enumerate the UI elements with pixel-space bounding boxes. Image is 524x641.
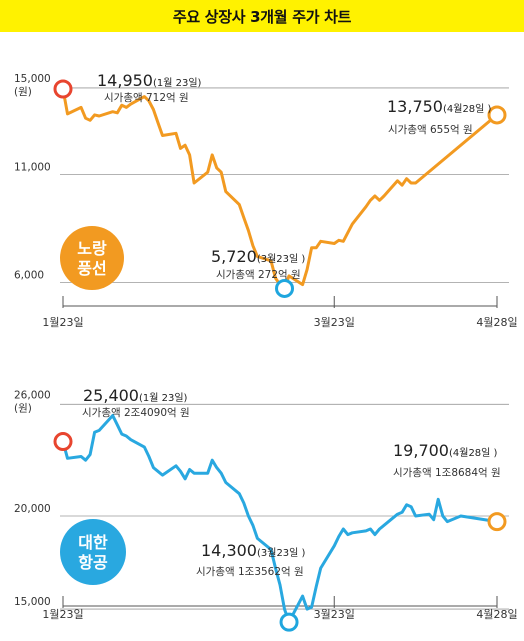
title-bar: 주요 상장사 3개월 주가 차트	[0, 0, 524, 32]
x-tick-label: 3월23일	[314, 607, 355, 621]
y-unit-label: (원)	[14, 86, 32, 98]
start-marker	[53, 79, 73, 99]
annotation-end-cap: 시가총액 655억 원	[388, 124, 473, 136]
low-marker	[279, 612, 299, 632]
annotation-low-cap: 시가총액 1조3562억 원	[196, 566, 304, 578]
company-badge-line2: 항공	[78, 553, 108, 572]
x-tick-label: 4월28일	[476, 607, 517, 621]
start-marker	[53, 432, 73, 452]
annotation-end-value: 13,750(4월28일 )	[387, 97, 492, 116]
annotation-low-value: 14,300(3월23일 )	[201, 541, 306, 560]
annotation-start-value: 14,950(1월 23일)	[97, 71, 202, 90]
x-tick-label: 1월23일	[42, 315, 83, 329]
annotation-low-value: 5,720(3월23일 )	[211, 247, 305, 266]
end-marker	[487, 512, 507, 532]
y-tick-label: 15,000	[14, 596, 51, 608]
company-badge-line2: 풍선	[77, 259, 106, 278]
y-unit-label: (원)	[14, 402, 32, 414]
y-tick-label: 20,000	[14, 503, 51, 515]
series-line-korean-air	[61, 414, 498, 624]
y-tick-label: 15,000	[14, 73, 51, 85]
y-tick-label: 11,000	[14, 161, 51, 173]
series-line-norang	[61, 88, 498, 290]
annotation-start-cap: 시가총액 712억 원	[104, 92, 189, 104]
company-badge	[60, 519, 126, 585]
low-marker	[275, 278, 295, 298]
end-marker	[487, 105, 507, 125]
y-tick-label: 6,000	[14, 269, 44, 281]
annotation-end-value: 19,700(4월28일 )	[393, 441, 498, 460]
x-tick-label: 1월23일	[42, 607, 83, 621]
company-badge-line1: 대한	[78, 533, 108, 552]
x-tick-label: 3월23일	[314, 315, 355, 329]
annotation-start-value: 25,400(1월 23일)	[83, 386, 188, 405]
annotation-start-cap: 시가총액 2조4090억 원	[82, 407, 190, 419]
company-badge-line1: 노랑	[77, 239, 107, 258]
x-tick-label: 4월28일	[476, 315, 517, 329]
company-badge	[60, 226, 124, 290]
annotation-low-cap: 시가총액 272억 원	[216, 269, 301, 281]
page-title: 주요 상장사 3개월 주가 차트	[172, 7, 352, 26]
annotation-end-cap: 시가총액 1조8684억 원	[393, 467, 501, 479]
y-tick-label: 26,000	[14, 389, 51, 401]
